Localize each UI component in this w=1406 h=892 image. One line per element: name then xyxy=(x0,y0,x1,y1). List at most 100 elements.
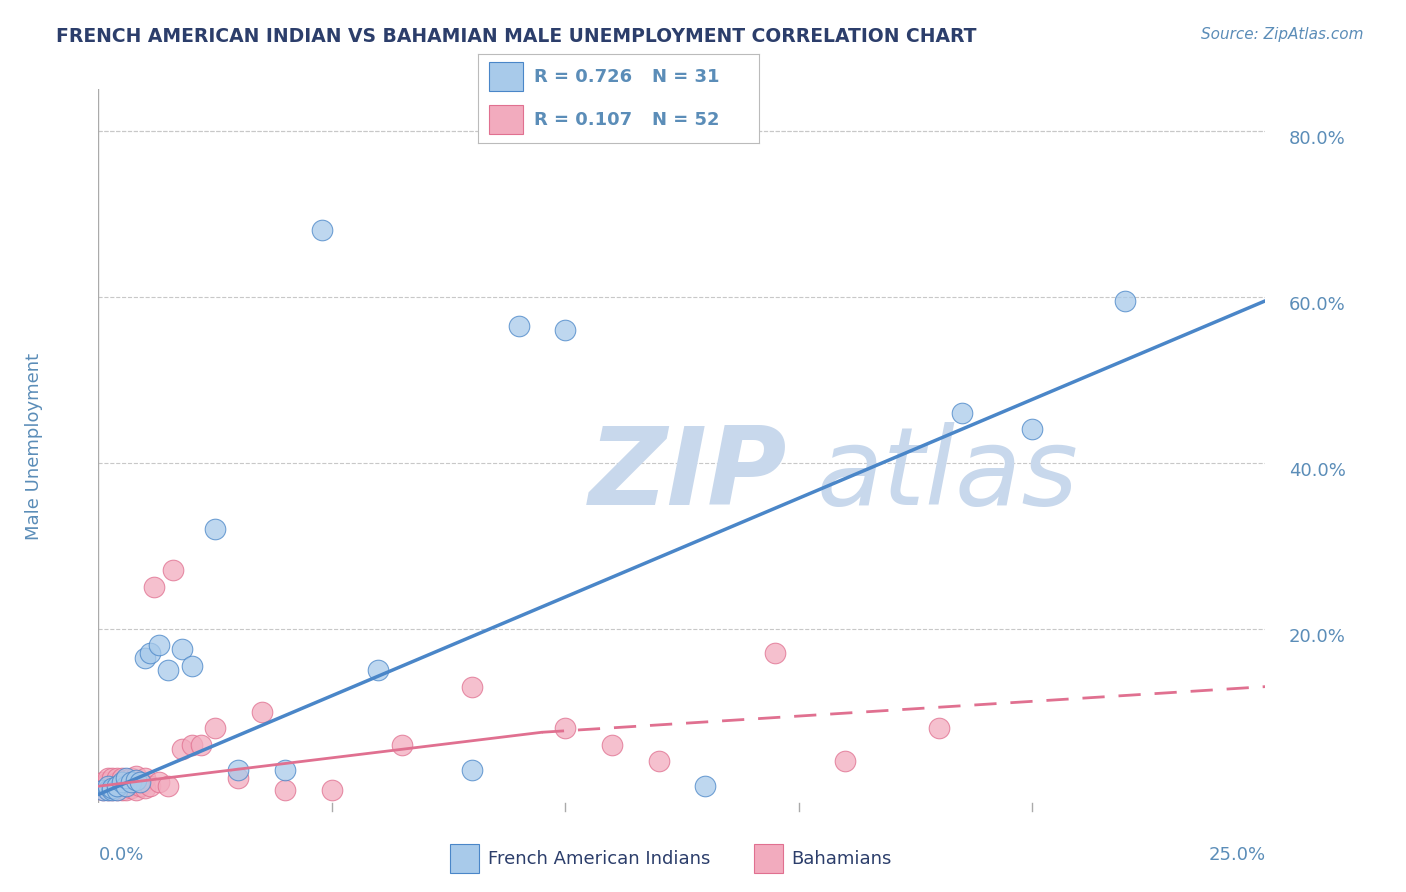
Point xyxy=(120,780,142,795)
Point xyxy=(228,763,250,777)
Point xyxy=(928,721,950,735)
Point xyxy=(129,779,152,793)
Point xyxy=(120,778,142,792)
Point xyxy=(97,783,120,797)
FancyBboxPatch shape xyxy=(489,105,523,134)
Text: Source: ZipAtlas.com: Source: ZipAtlas.com xyxy=(1201,27,1364,42)
Point xyxy=(120,771,142,785)
Point xyxy=(139,779,162,793)
Point xyxy=(647,754,669,768)
Point xyxy=(157,663,180,677)
Point xyxy=(139,647,162,661)
Point xyxy=(91,783,114,797)
Text: FRENCH AMERICAN INDIAN VS BAHAMIAN MALE UNEMPLOYMENT CORRELATION CHART: FRENCH AMERICAN INDIAN VS BAHAMIAN MALE … xyxy=(56,27,977,45)
Point xyxy=(274,763,297,777)
Point xyxy=(695,779,717,793)
Point xyxy=(129,775,152,789)
Point xyxy=(101,780,124,795)
Point xyxy=(97,783,120,797)
Point xyxy=(134,780,156,795)
Point xyxy=(311,223,333,237)
Point xyxy=(1021,422,1043,436)
Point xyxy=(134,650,156,665)
Point xyxy=(180,659,202,673)
Point xyxy=(115,778,138,792)
Point xyxy=(1114,293,1136,308)
Text: 0.0%: 0.0% xyxy=(98,846,143,863)
Point xyxy=(180,738,202,752)
Point xyxy=(91,783,114,797)
FancyBboxPatch shape xyxy=(754,844,783,873)
Point xyxy=(125,783,148,797)
Point xyxy=(554,323,576,337)
Text: French American Indians: French American Indians xyxy=(488,849,710,868)
Point xyxy=(97,775,120,789)
Text: 60.0%: 60.0% xyxy=(1289,296,1346,314)
Point xyxy=(274,783,297,797)
Point xyxy=(101,780,124,795)
Point xyxy=(461,680,484,694)
Text: 20.0%: 20.0% xyxy=(1289,628,1346,646)
Text: 80.0%: 80.0% xyxy=(1289,130,1346,148)
Point xyxy=(461,763,484,777)
Text: 25.0%: 25.0% xyxy=(1208,846,1265,863)
Point xyxy=(111,775,134,789)
Point xyxy=(101,778,124,792)
Point xyxy=(228,771,250,785)
Point xyxy=(508,318,530,333)
Point xyxy=(554,721,576,735)
Point xyxy=(111,783,134,797)
Point xyxy=(250,705,273,719)
Point xyxy=(204,721,226,735)
Point xyxy=(172,642,194,657)
Point xyxy=(143,580,166,594)
Point xyxy=(97,779,120,793)
Text: N = 52: N = 52 xyxy=(652,111,720,128)
Point xyxy=(115,771,138,785)
Point xyxy=(101,771,124,785)
FancyBboxPatch shape xyxy=(489,62,523,91)
Point xyxy=(391,738,413,752)
Point xyxy=(97,771,120,785)
Point xyxy=(91,775,114,789)
Point xyxy=(115,783,138,797)
Point xyxy=(125,772,148,787)
Point xyxy=(148,775,170,789)
Text: atlas: atlas xyxy=(815,422,1078,527)
Point xyxy=(115,772,138,787)
Point xyxy=(157,779,180,793)
FancyBboxPatch shape xyxy=(450,844,479,873)
Point xyxy=(115,779,138,793)
Point xyxy=(101,783,124,797)
Point xyxy=(600,738,623,752)
Text: 40.0%: 40.0% xyxy=(1289,462,1346,480)
Point xyxy=(105,775,128,789)
Point xyxy=(950,406,973,420)
Point xyxy=(763,647,786,661)
Point xyxy=(91,779,114,793)
Point xyxy=(105,771,128,785)
Point xyxy=(162,564,184,578)
Point xyxy=(129,775,152,789)
Point xyxy=(105,783,128,797)
Point xyxy=(111,779,134,793)
Text: R = 0.726: R = 0.726 xyxy=(534,68,633,86)
Point xyxy=(97,779,120,793)
Text: Bahamians: Bahamians xyxy=(792,849,891,868)
Text: R = 0.107: R = 0.107 xyxy=(534,111,633,128)
Point xyxy=(148,638,170,652)
Point xyxy=(204,522,226,536)
Point xyxy=(172,742,194,756)
Point xyxy=(105,779,128,793)
Point xyxy=(105,783,128,797)
Point xyxy=(834,754,856,768)
Text: ZIP: ZIP xyxy=(589,422,787,527)
Text: Male Unemployment: Male Unemployment xyxy=(25,352,44,540)
Point xyxy=(111,771,134,785)
Point xyxy=(321,783,343,797)
Point xyxy=(190,738,212,752)
Point xyxy=(125,769,148,783)
Point xyxy=(134,771,156,785)
Point xyxy=(105,779,128,793)
Point xyxy=(101,783,124,797)
